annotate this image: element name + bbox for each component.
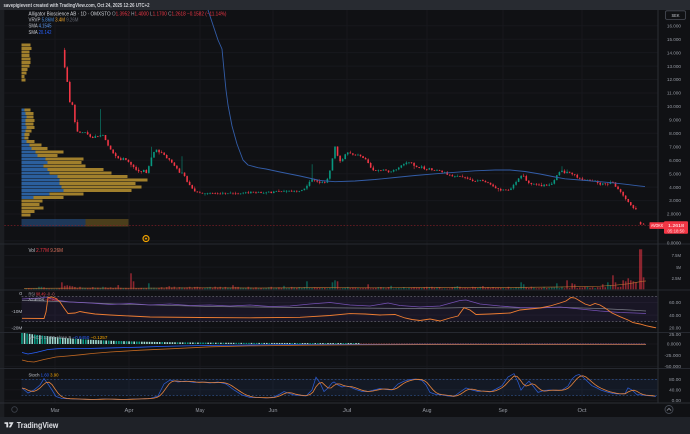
svg-text:TradingView: TradingView bbox=[17, 421, 59, 430]
svg-text:15.000: 15.000 bbox=[667, 37, 682, 42]
svg-text:60.00: 60.00 bbox=[669, 300, 681, 305]
svg-text:5.000: 5.000 bbox=[669, 171, 681, 176]
svg-text:MACD 12 26 close 9 −0.6450 −0.: MACD 12 26 close 9 −0.6450 −0.1257 bbox=[29, 335, 108, 341]
svg-text:05:18:50: 05:18:50 bbox=[668, 228, 686, 233]
svg-text:1.2618: 1.2618 bbox=[668, 223, 684, 229]
svg-text:0: 0 bbox=[19, 291, 22, 297]
svg-text:2.0000: 2.0000 bbox=[667, 212, 682, 217]
svg-text:0.00: 0.00 bbox=[672, 398, 682, 403]
svg-text:-25.000: -25.000 bbox=[665, 353, 682, 358]
svg-text:Apr: Apr bbox=[125, 408, 134, 414]
svg-text:14.000: 14.000 bbox=[667, 50, 682, 55]
svg-text:3.000: 3.000 bbox=[669, 198, 681, 203]
svg-text:80.00: 80.00 bbox=[669, 377, 681, 382]
svg-text:0.0000: 0.0000 bbox=[667, 342, 682, 347]
svg-text:AVOKX: AVOKX bbox=[651, 223, 663, 228]
svg-text:40.00: 40.00 bbox=[669, 387, 681, 392]
svg-text:9.000: 9.000 bbox=[669, 118, 681, 123]
svg-text:RSI 98.49 -0 -0: RSI 98.49 -0 -0 bbox=[29, 291, 55, 297]
svg-text:2.5M: 2.5M bbox=[672, 276, 682, 281]
svg-text:SMA 4.1545: SMA 4.1545 bbox=[29, 24, 52, 30]
svg-text:20.00: 20.00 bbox=[669, 325, 681, 330]
svg-text:-20M: -20M bbox=[12, 325, 23, 330]
svg-text:11.000: 11.000 bbox=[667, 91, 682, 96]
svg-text:25.00: 25.00 bbox=[669, 332, 681, 337]
svg-text:-10M: -10M bbox=[12, 309, 23, 314]
svg-text:Sep: Sep bbox=[499, 408, 508, 414]
svg-text:Aug: Aug bbox=[423, 408, 432, 414]
svg-text:Alligator Bioscience AB · 1D ·: Alligator Bioscience AB · 1D · OMXSTO O1… bbox=[29, 11, 227, 17]
svg-text:0.0000: 0.0000 bbox=[667, 240, 682, 245]
svg-text:8.000: 8.000 bbox=[669, 131, 681, 136]
svg-text:Oct: Oct bbox=[578, 408, 588, 414]
svg-text:VRVP 5.86M 3.4M 9.26M: VRVP 5.86M 3.4M 9.26M bbox=[29, 18, 79, 24]
svg-text:Vol 2.77M 9.26M: Vol 2.77M 9.26M bbox=[29, 248, 64, 254]
svg-text:6.000: 6.000 bbox=[669, 158, 681, 163]
svg-text:Accum/Dist −20.45M: Accum/Dist −20.45M bbox=[29, 297, 58, 303]
svg-text:-50.000: -50.000 bbox=[665, 364, 682, 369]
svg-text:Mar: Mar bbox=[51, 408, 60, 414]
svg-text:13.000: 13.000 bbox=[667, 64, 682, 69]
svg-text:7.000: 7.000 bbox=[669, 144, 681, 149]
svg-text:Jun: Jun bbox=[269, 408, 278, 414]
svg-text:May: May bbox=[196, 408, 205, 414]
svg-text:4.000: 4.000 bbox=[669, 185, 681, 190]
svg-text:Jul: Jul bbox=[343, 408, 352, 414]
svg-text:savepigievent created with Tr: savepigievent created with TradingView.c… bbox=[4, 3, 150, 9]
svg-text:7.5M: 7.5M bbox=[672, 253, 682, 258]
svg-text:16.000: 16.000 bbox=[667, 23, 682, 28]
svg-text:SMA 20.142: SMA 20.142 bbox=[29, 30, 52, 36]
svg-text:Stoch 1.60 3.90: Stoch 1.60 3.90 bbox=[29, 372, 59, 378]
svg-text:40.00: 40.00 bbox=[669, 313, 681, 318]
svg-text:5M: 5M bbox=[676, 265, 681, 270]
svg-text:10.000: 10.000 bbox=[667, 104, 682, 109]
svg-text:SEK: SEK bbox=[672, 13, 680, 18]
svg-text:12.000: 12.000 bbox=[667, 77, 682, 82]
